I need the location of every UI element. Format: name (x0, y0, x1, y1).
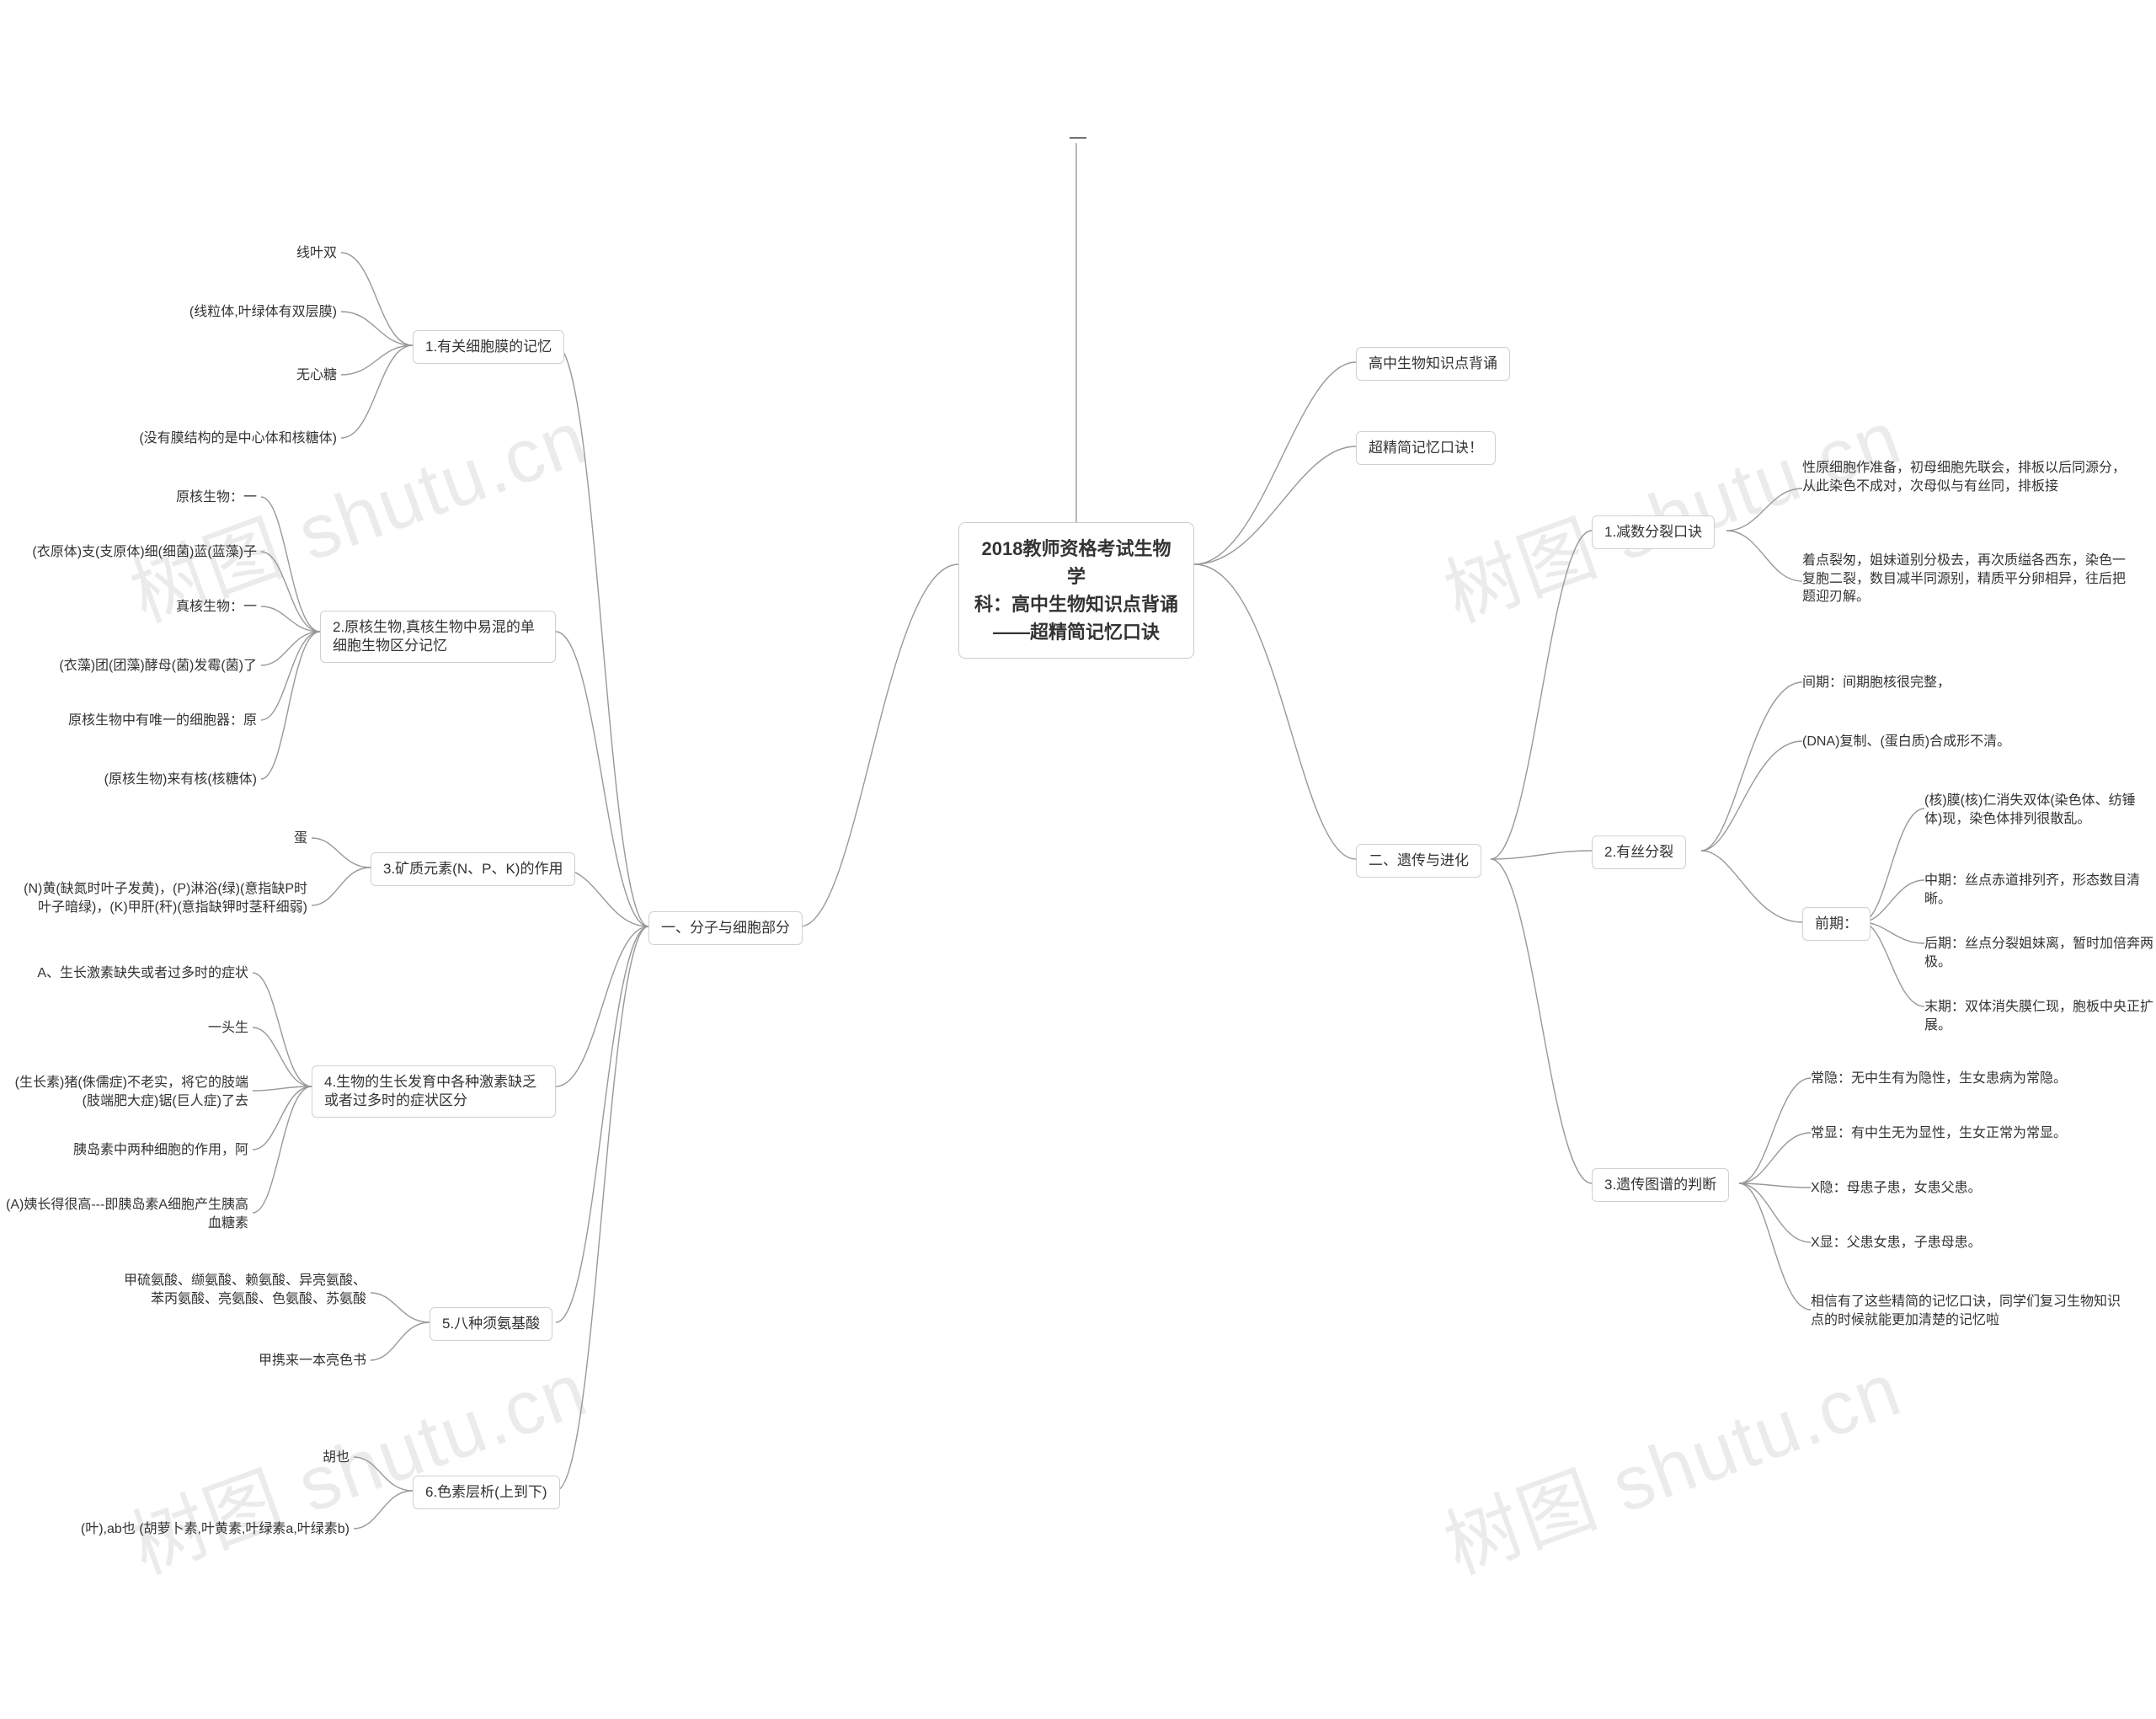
l5-title: 5.八种须氨基酸 (430, 1307, 552, 1341)
r3-b: 常显：有中生无为显性，生女正常为常显。 (1811, 1124, 2067, 1143)
r2-qian-a: (核)膜(核)仁消失双体(染色体、纺锤体)现，染色体排列很散乱。 (1924, 792, 2143, 828)
r1-b: 着点裂匆，姐妹道别分极去，再次质缢各西东，染色一复胞二裂，数目减半同源别，精质平… (1802, 552, 2131, 606)
l2-a: 原核生物：一 (176, 488, 257, 507)
r3-c: X隐：母患子患，女患父患。 (1811, 1179, 1982, 1198)
root-line2: 科：高中生物知识点背诵 (974, 590, 1178, 618)
r2-title: 2.有丝分裂 (1592, 835, 1686, 869)
l1-b: (线粒体,叶绿体有双层膜) (189, 303, 337, 322)
right-intro1: 高中生物知识点背诵 (1356, 347, 1510, 381)
l5-a: 甲硫氨酸、缬氨酸、赖氨酸、异亮氨酸、苯丙氨酸、亮氨酸、色氨酸、苏氨酸 (114, 1272, 366, 1308)
root-line3: ——超精简记忆口诀 (974, 618, 1178, 646)
l4-title: 4.生物的生长发育中各种激素缺乏或者过多时的症状区分 (312, 1065, 556, 1118)
r2-hou: 后期：丝点分裂姐妹离，暂时加倍奔两极。 (1924, 935, 2156, 971)
r3-a: 常隐：无中生有为隐性，生女患病为常隐。 (1811, 1070, 2067, 1088)
l4-a: A、生长激素缺失或者过多时的症状 (37, 964, 248, 983)
r3-d: X显：父患女患，子患母患。 (1811, 1234, 1982, 1252)
l6-b: (叶),ab也 (胡萝卜素,叶黄素,叶绿素a,叶绿素b) (81, 1520, 350, 1539)
l1-a: 线叶双 (296, 244, 337, 263)
l1-c: 无心糖 (296, 366, 337, 385)
r2-mo: 末期：双体消失膜仁现，胞板中央正扩展。 (1924, 998, 2156, 1034)
r2-b: (DNA)复制、(蛋白质)合成形不清。 (1802, 733, 2010, 751)
l3-a: 蛋 (294, 830, 307, 848)
section2: 二、遗传与进化 (1356, 844, 1481, 878)
top-dash: — (1070, 126, 1086, 149)
l2-c: 真核生物：一 (176, 598, 257, 617)
l4-b: 一头生 (208, 1019, 248, 1038)
r2-a: 间期：间期胞核很完整， (1802, 674, 1951, 692)
r1-title: 1.减数分裂口诀 (1592, 515, 1715, 549)
l2-title: 2.原核生物,真核生物中易混的单细胞生物区分记忆 (320, 611, 556, 663)
l1-title: 1.有关细胞膜的记忆 (413, 330, 564, 364)
l2-e: 原核生物中有唯一的细胞器：原 (68, 712, 257, 730)
root-line1: 2018教师资格考试生物学 (974, 535, 1178, 590)
l6-a: 胡也 (323, 1449, 350, 1467)
r1-a: 性原细胞作准备，初母细胞先联会，排板以后同源分，从此染色不成对，次母似与有丝同，… (1802, 459, 2131, 495)
section1: 一、分子与细胞部分 (648, 911, 803, 945)
l4-e: (A)姨长得很高---即胰岛素A细胞产生胰高血糖素 (0, 1196, 248, 1232)
r3-title: 3.遗传图谱的判断 (1592, 1168, 1729, 1202)
l2-f: (原核生物)来有核(核糖体) (104, 771, 257, 789)
l3-b: (N)黄(缺氮时叶子发黄)，(P)淋浴(绿)(意指缺P时叶子暗绿)，(K)甲肝(… (13, 880, 307, 916)
l2-d: (衣藻)团(团藻)酵母(菌)发霉(菌)了 (59, 657, 257, 675)
root-node: 2018教师资格考试生物学 科：高中生物知识点背诵 ——超精简记忆口诀 (958, 522, 1194, 659)
l3-title: 3.矿质元素(N、P、K)的作用 (371, 852, 575, 886)
r2-qian: 前期： (1802, 907, 1870, 941)
right-intro2: 超精简记忆口诀！ (1356, 431, 1496, 465)
l1-d: (没有膜结构的是中心体和核糖体) (139, 430, 337, 448)
l4-c: (生长素)猪(侏儒症)不老实，将它的肢端(肢端肥大症)锯(巨人症)了去 (4, 1074, 248, 1110)
watermark: 树图 shutu.cn (1428, 1328, 1913, 1594)
l2-b: (衣原体)支(支原体)细(细菌)蓝(蓝藻)子 (32, 543, 257, 562)
l5-b: 甲携来一本亮色书 (259, 1352, 366, 1370)
l4-d: 胰岛素中两种细胞的作用，阿 (73, 1141, 248, 1160)
l6-title: 6.色素层析(上到下) (413, 1476, 560, 1509)
r2-zhong: 中期：丝点赤道排列齐，形态数目清晰。 (1924, 872, 2156, 908)
r3-e: 相信有了这些精简的记忆口诀，同学们复习生物知识点的时候就能更加清楚的记忆啦 (1811, 1293, 2122, 1329)
